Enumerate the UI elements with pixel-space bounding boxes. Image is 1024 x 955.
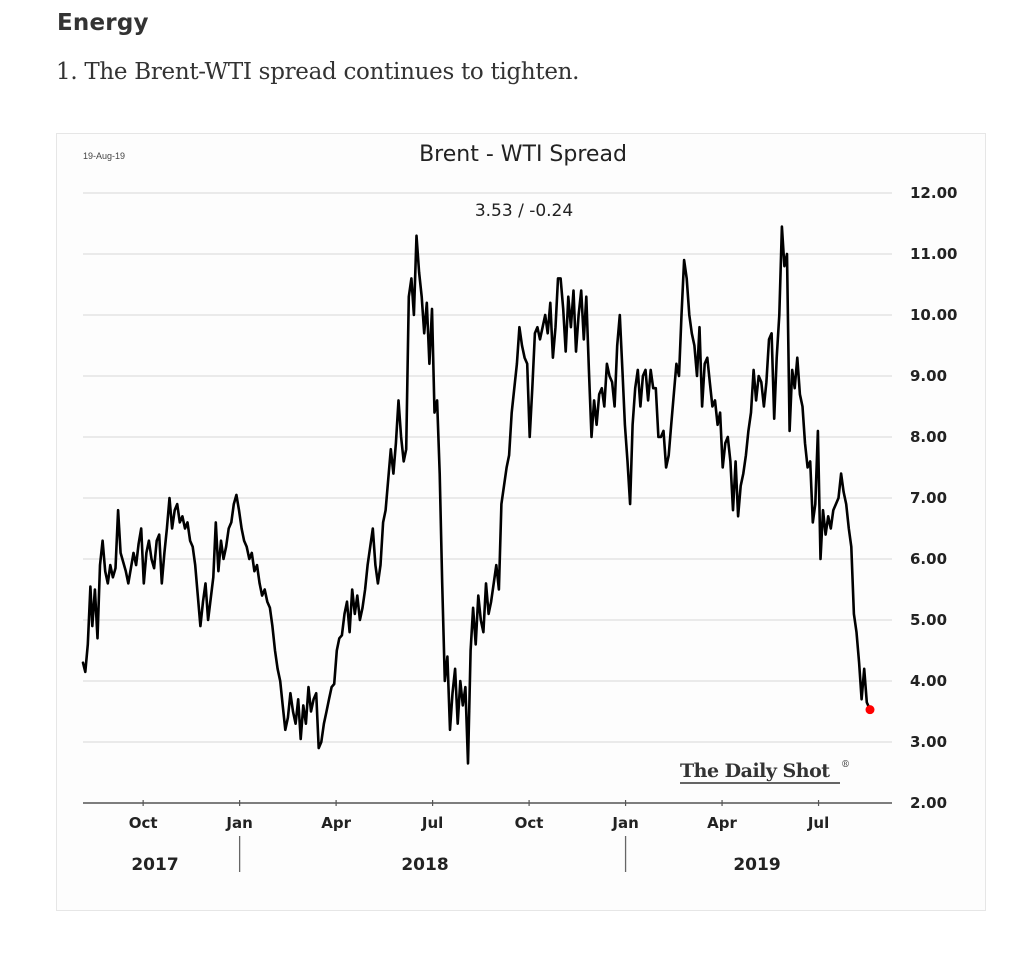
y-tick-label: 4.00 bbox=[910, 672, 947, 690]
last-value-label: 3.53 / -0.24 bbox=[475, 201, 573, 221]
chart-title: Brent - WTI Spread bbox=[419, 142, 627, 167]
y-tick-label: 8.00 bbox=[910, 428, 947, 446]
y-tick-label: 10.00 bbox=[910, 306, 957, 324]
series-line bbox=[81, 225, 872, 765]
watermark-text: The Daily Shot bbox=[680, 760, 830, 782]
y-tick-label: 12.00 bbox=[910, 184, 957, 202]
y-tick-label: 7.00 bbox=[910, 489, 947, 507]
last-point-marker bbox=[865, 705, 875, 715]
y-tick-label: 3.00 bbox=[910, 733, 947, 751]
x-tick-label: Jul bbox=[421, 814, 443, 832]
watermark-logo: The Daily Shot ® bbox=[680, 760, 850, 784]
gridlines bbox=[83, 192, 892, 743]
x-tick-label: Oct bbox=[515, 814, 544, 832]
year-label: 2018 bbox=[401, 855, 448, 875]
year-label: 2017 bbox=[131, 855, 178, 875]
y-tick-label: 9.00 bbox=[910, 367, 947, 385]
x-tick-label: Oct bbox=[129, 814, 158, 832]
x-tick-label: Apr bbox=[707, 814, 737, 832]
y-tick-label: 6.00 bbox=[910, 550, 947, 568]
year-label: 2019 bbox=[733, 855, 780, 875]
section-title: Energy bbox=[57, 10, 149, 36]
x-tick-label: Jan bbox=[225, 814, 252, 832]
y-tick-label: 2.00 bbox=[910, 794, 947, 812]
series-layer bbox=[81, 225, 875, 765]
year-labels: 2017 2018 2019 bbox=[131, 836, 781, 875]
x-tick-label: Jan bbox=[611, 814, 638, 832]
chart-date-label: 19-Aug-19 bbox=[83, 151, 125, 161]
x-axis: Oct Jan Apr Jul Oct Jan Apr Jul bbox=[83, 800, 892, 832]
chart-caption: 1. The Brent-WTI spread continues to tig… bbox=[56, 59, 580, 85]
y-axis-ticks: 12.00 11.00 10.00 9.00 8.00 7.00 6.00 5.00 4.00 3… bbox=[910, 184, 957, 812]
watermark-registered-mark: ® bbox=[841, 760, 850, 770]
x-tick-label: Apr bbox=[321, 814, 351, 832]
x-tick-label: Jul bbox=[807, 814, 829, 832]
y-tick-label: 5.00 bbox=[910, 611, 947, 629]
y-tick-label: 11.00 bbox=[910, 245, 957, 263]
